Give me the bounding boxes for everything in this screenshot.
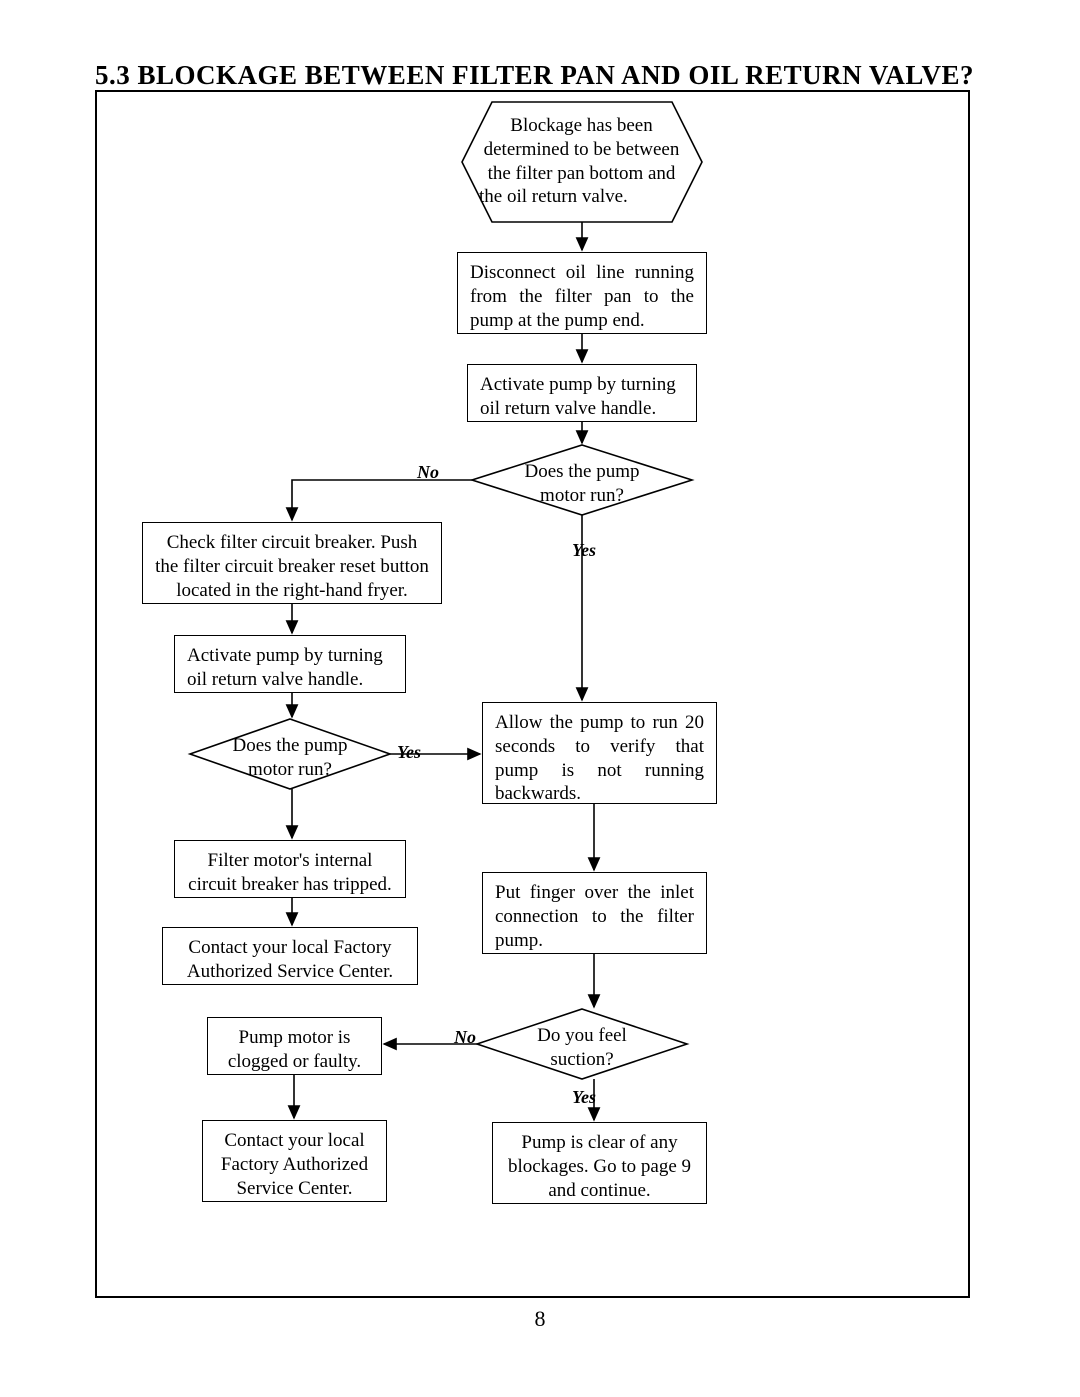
node-tripped: Filter motor's internal circuit breaker … xyxy=(174,840,406,898)
node-check-breaker: Check filter circuit breaker. Push the f… xyxy=(142,522,442,604)
label-no-3: No xyxy=(454,1027,476,1048)
label-yes-3: Yes xyxy=(572,1087,596,1108)
node-allow-run: Allow the pump to run 20 seconds to veri… xyxy=(482,702,717,804)
node-contact-1: Contact your local Factory Authorized Se… xyxy=(162,927,418,985)
node-activate-1: Activate pump by turning oil return valv… xyxy=(467,364,697,422)
node-disconnect: Disconnect oil line running from the fil… xyxy=(457,252,707,334)
decision-2: Does the pump motor run? xyxy=(220,734,360,782)
page-number: 8 xyxy=(0,1306,1080,1332)
decision-1: Does the pump motor run? xyxy=(512,460,652,508)
node-finger: Put finger over the inlet connection to … xyxy=(482,872,707,954)
node-start: Blockage has been determined to be betwe… xyxy=(479,114,684,209)
node-clogged: Pump motor is clogged or faulty. xyxy=(207,1017,382,1075)
node-activate-2: Activate pump by turning oil return valv… xyxy=(174,635,406,693)
label-yes-1: Yes xyxy=(572,540,596,561)
decision-3: Do you feel suction? xyxy=(517,1024,647,1072)
section-title: 5.3 BLOCKAGE BETWEEN FILTER PAN AND OIL … xyxy=(95,60,974,91)
label-no-1: No xyxy=(417,462,439,483)
node-clear: Pump is clear of any blockages. Go to pa… xyxy=(492,1122,707,1204)
page: 5.3 BLOCKAGE BETWEEN FILTER PAN AND OIL … xyxy=(0,0,1080,1397)
diagram-frame: Blockage has been determined to be betwe… xyxy=(95,90,970,1298)
label-yes-2: Yes xyxy=(397,742,421,763)
node-contact-2: Contact your local Factory Authorized Se… xyxy=(202,1120,387,1202)
